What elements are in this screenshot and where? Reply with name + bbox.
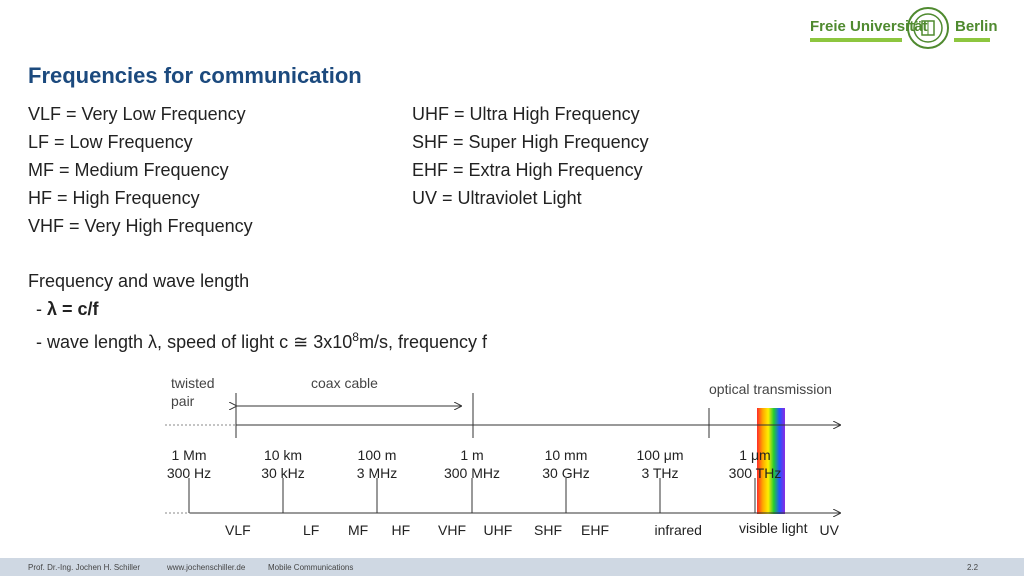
tick-wavelength: 1 m (460, 447, 484, 463)
logo-bar-right (954, 38, 990, 42)
band-label: VLF (225, 522, 251, 538)
wave-formula-prefix: - (36, 299, 47, 319)
footer: Prof. Dr.-Ing. Jochen H. Schiller www.jo… (0, 558, 1024, 576)
tick-frequency: 300 MHz (443, 465, 501, 481)
footer-website: www.jochenschiller.de (167, 563, 246, 572)
logo-bar-left (810, 38, 902, 42)
tick-frequency: 3 THz (641, 465, 679, 481)
abbreviations-right: UHF = Ultra High Frequency SHF = Super H… (412, 100, 649, 212)
footer-page-number: 2.2 (967, 563, 979, 572)
seal-icon (907, 7, 949, 49)
abbreviations-left: VLF = Very Low Frequency LF = Low Freque… (28, 100, 253, 240)
abbreviation-item: UHF = Ultra High Frequency (412, 104, 640, 124)
university-logo: Freie Universität Berlin (810, 6, 998, 52)
band-label: SHF (534, 522, 562, 538)
abbreviation-item: VLF = Very Low Frequency (28, 104, 246, 124)
coax-cable-label: coax cable (311, 375, 378, 391)
tick-label: 10 mm 30 GHz (526, 446, 606, 482)
wave-description-post: m/s, frequency f (358, 332, 488, 352)
abbreviation-item: LF = Low Frequency (28, 132, 193, 152)
logo-text-left: Freie Universität (810, 18, 928, 35)
tick-wavelength: 1 Mm (171, 447, 207, 463)
logo-text-right: Berlin (955, 18, 998, 35)
visible-light-band (757, 408, 785, 514)
band-label: VHF (438, 522, 466, 538)
footer-course: Mobile Communications (268, 563, 354, 572)
footer-author: Prof. Dr.-Ing. Jochen H. Schiller (28, 563, 141, 572)
tick-frequency: 300 THz (728, 465, 782, 481)
abbreviation-item: HF = High Frequency (28, 188, 200, 208)
tick-frequency: 30 kHz (261, 465, 305, 481)
band-label: HF (391, 522, 411, 538)
wave-section: Frequency and wave length - λ = c/f - wa… (28, 267, 487, 356)
abbreviation-item: EHF = Extra High Frequency (412, 160, 643, 180)
twisted-pair-line2: pair (171, 393, 195, 409)
tick-frequency: 3 MHz (356, 465, 398, 481)
wave-description-pre: - wave length λ, speed of light c ≅ 3x10 (36, 332, 353, 352)
tick-label: 10 km 30 kHz (243, 446, 323, 482)
tick-label: 1 μm 300 THz (715, 446, 795, 482)
wave-formula-line: - λ = c/f (28, 295, 487, 323)
tick-wavelength: 100 m (357, 447, 397, 463)
band-label: UHF (483, 522, 513, 538)
band-label: infrared (654, 522, 702, 538)
tick-label: 1 Mm 300 Hz (149, 446, 229, 482)
twisted-pair-line1: twisted (171, 375, 215, 391)
band-label: LF (303, 522, 320, 538)
page-title: Frequencies for communication (28, 63, 362, 88)
tick-wavelength: 10 mm (544, 447, 588, 463)
tick-label: 100 μm 3 THz (620, 446, 700, 482)
abbreviation-item: VHF = Very High Frequency (28, 216, 253, 236)
tick-frequency: 300 Hz (166, 465, 212, 481)
tick-wavelength: 100 μm (636, 447, 684, 463)
tick-label: 1 m 300 MHz (432, 446, 512, 482)
tick-frequency: 30 GHz (542, 465, 590, 481)
optical-transmission-label: optical transmission (709, 381, 832, 397)
band-label: EHF (581, 522, 609, 538)
band-label: visible light (739, 520, 808, 536)
band-label: MF (348, 522, 369, 538)
twisted-pair-label: twisted pair (171, 374, 215, 410)
abbreviation-item: UV = Ultraviolet Light (412, 188, 582, 208)
abbreviation-item: SHF = Super High Frequency (412, 132, 649, 152)
band-label: UV (819, 522, 839, 538)
tick-wavelength: 1 μm (739, 447, 771, 463)
wave-description-sup: 8 (352, 330, 359, 344)
tick-label: 100 m 3 MHz (337, 446, 417, 482)
tick-wavelength: 10 km (263, 447, 303, 463)
wave-heading: Frequency and wave length (28, 271, 250, 291)
wave-formula: λ = c/f (47, 299, 99, 319)
wave-description: - wave length λ, speed of light c ≅ 3x10… (28, 323, 487, 356)
abbreviation-item: MF = Medium Frequency (28, 160, 229, 180)
